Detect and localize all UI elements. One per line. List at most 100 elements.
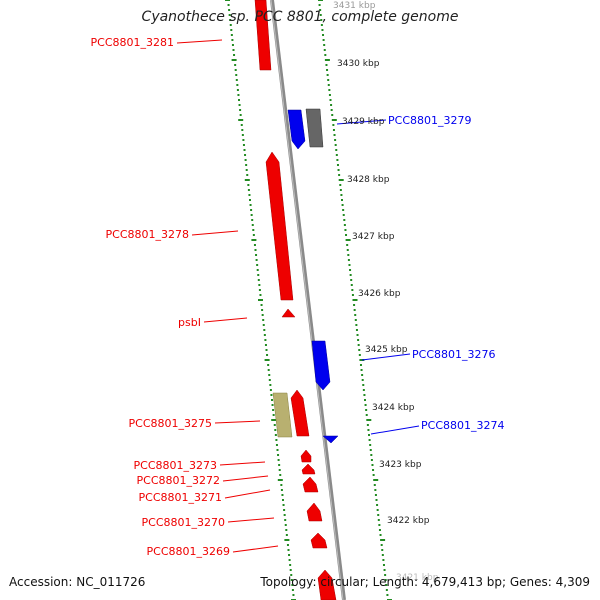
tick-mark — [342, 214, 345, 216]
tick-mark — [346, 249, 349, 251]
tick-mark — [347, 254, 350, 256]
tick-mark — [271, 404, 274, 406]
gene-arrow-3276[interactable] — [311, 340, 331, 391]
genome-title: Cyanothece sp. PCC 8801, complete genome — [141, 9, 459, 25]
label-3275[interactable]: PCC8801_3275 — [129, 417, 212, 430]
gene-arrow-bottom[interactable] — [317, 569, 337, 600]
tick-mark — [284, 519, 287, 521]
tick-mark — [355, 324, 358, 326]
tick-mark — [327, 84, 330, 86]
tick-mark — [289, 569, 292, 571]
gene-arrow-3269[interactable] — [310, 532, 328, 549]
tick-mark — [252, 234, 255, 236]
right-gene-labels: PCC8801_3279 PCC8801_3276 PCC8801_3274 — [336, 114, 504, 435]
tick-mark — [326, 74, 329, 76]
tick-dots-left — [225, 0, 296, 600]
tick-mark — [277, 479, 283, 481]
gene-arrow-3274[interactable] — [322, 435, 339, 444]
tick-mark — [355, 329, 358, 331]
label-3279[interactable]: PCC8801_3279 — [388, 114, 471, 127]
tick-mark — [321, 29, 324, 31]
tick-mark — [275, 439, 278, 441]
label-3276[interactable]: PCC8801_3276 — [412, 348, 495, 361]
tick-mark — [244, 154, 247, 156]
tick-mark — [242, 139, 245, 141]
tick-mark — [264, 359, 270, 361]
tick-mark — [247, 189, 250, 191]
gene-arrow-3272[interactable] — [301, 463, 316, 475]
gene-arrow-3278[interactable] — [265, 151, 294, 301]
tick-mark — [361, 374, 364, 376]
label-psbI[interactable]: psbI — [178, 316, 201, 329]
tick-mark — [332, 124, 335, 126]
scale-label-3422: 3422 kbp — [387, 516, 430, 526]
tick-mark — [367, 429, 370, 431]
gene-arrow-psbI[interactable] — [281, 308, 296, 318]
tick-mark — [255, 254, 258, 256]
gene-arrow-3279[interactable] — [287, 109, 306, 150]
tick-mark — [362, 384, 365, 386]
tick-mark — [244, 179, 250, 181]
tick-mark — [376, 504, 379, 506]
tick-mark — [238, 104, 241, 106]
tick-mark — [231, 44, 234, 46]
label-3269[interactable]: PCC8801_3269 — [147, 545, 230, 558]
tick-mark — [331, 119, 337, 121]
label-3281[interactable]: PCC8801_3281 — [91, 36, 174, 49]
tick-mark — [268, 374, 271, 376]
scale-label-3426: 3426 kbp — [358, 289, 401, 299]
tick-mark — [380, 539, 386, 541]
tick-mark — [338, 179, 344, 181]
tick-mark — [385, 584, 388, 586]
tick-mark — [354, 314, 357, 316]
tick-mark — [376, 509, 379, 511]
tick-mark — [250, 209, 253, 211]
scale-label-3428: 3428 kbp — [347, 175, 390, 185]
tick-mark — [372, 469, 375, 471]
tick-mark — [383, 569, 386, 571]
tick-mark — [368, 434, 371, 436]
gene-arrow-3271[interactable] — [302, 476, 319, 493]
tick-mark — [241, 129, 244, 131]
gene-arrow-3281[interactable] — [254, 0, 272, 71]
tick-mark — [272, 409, 275, 411]
tick-mark — [261, 314, 264, 316]
tick-mark — [271, 419, 277, 421]
tick-mark — [249, 199, 251, 201]
tick-mark — [281, 494, 284, 496]
tick-mark — [382, 559, 385, 561]
label-3274[interactable]: PCC8801_3274 — [421, 419, 504, 432]
label-3273[interactable]: PCC8801_3273 — [134, 459, 217, 472]
tick-mark — [258, 284, 261, 286]
tick-mark — [341, 199, 343, 201]
tick-mark — [289, 564, 292, 566]
tick-mark — [377, 519, 380, 521]
label-3270[interactable]: PCC8801_3270 — [142, 516, 225, 529]
tick-mark — [243, 149, 246, 151]
tick-mark — [319, 14, 322, 16]
label-3272[interactable]: PCC8801_3272 — [137, 474, 220, 487]
tick-mark — [379, 534, 382, 536]
gene-arrow-3270[interactable] — [306, 502, 323, 522]
tick-mark — [248, 194, 251, 196]
gene-block-gray[interactable] — [305, 108, 324, 148]
tick-mark — [358, 349, 361, 351]
tick-mark — [274, 434, 277, 436]
gene-arrow-3275[interactable] — [290, 389, 310, 437]
label-3278[interactable]: PCC8801_3278 — [106, 228, 189, 241]
tick-mark — [378, 524, 381, 526]
gene-arrow-3273[interactable] — [300, 449, 312, 463]
tick-mark — [368, 439, 371, 441]
tick-mark — [374, 489, 377, 491]
tick-mark — [236, 84, 239, 86]
label-3271[interactable]: PCC8801_3271 — [139, 491, 222, 504]
scale-label-3421: 3421 kbp — [396, 573, 439, 583]
tick-mark — [287, 549, 290, 551]
tick-mark — [364, 404, 367, 406]
tick-mark — [336, 159, 339, 161]
tick-mark — [234, 69, 237, 71]
gene-block-khaki[interactable] — [272, 392, 293, 438]
tick-mark — [291, 589, 294, 591]
tick-mark — [275, 444, 278, 446]
